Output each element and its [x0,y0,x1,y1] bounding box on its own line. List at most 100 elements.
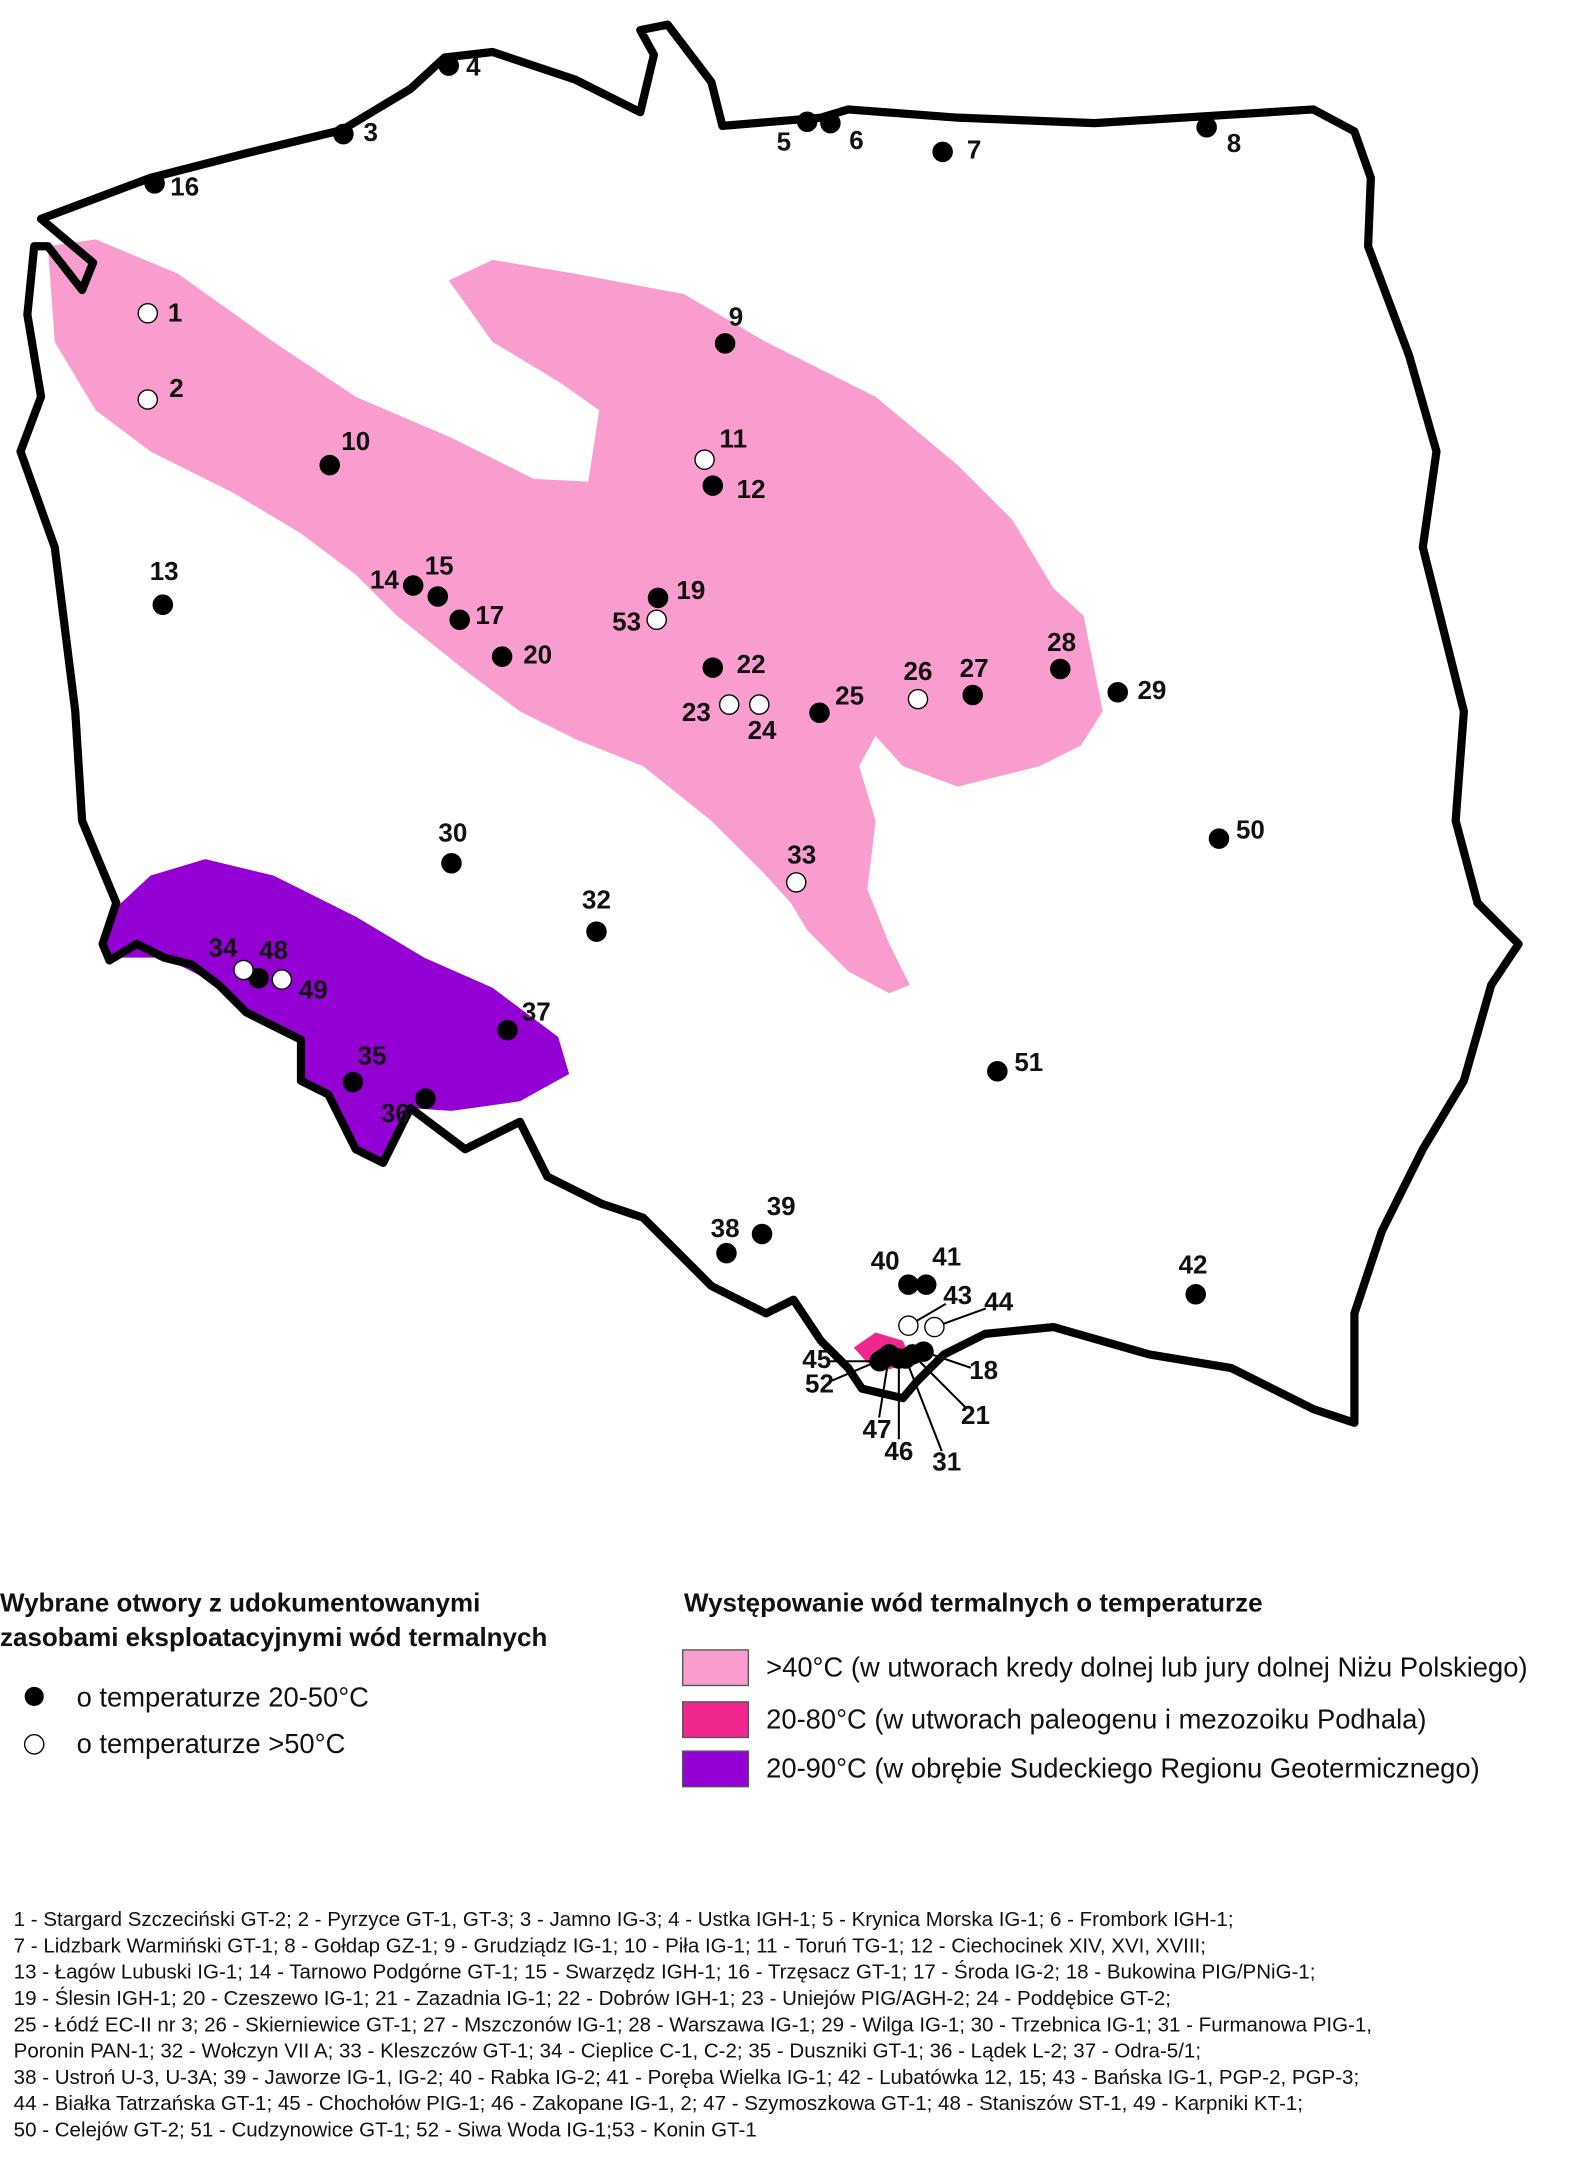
legend-title: Występowanie wód termalnych o temperatur… [684,1588,1263,1618]
well-marker [809,702,830,724]
well-label: 26 [904,656,933,686]
legend-swatch [682,1701,750,1739]
well-label: 50 [1236,815,1265,845]
well-label: 2 [169,373,183,403]
well-marker [873,1348,895,1369]
well-marker [441,853,462,874]
well-marker [1185,1283,1206,1305]
well-marker [820,112,841,134]
legend-label: 20-90°C (w obrębie Sudeckiego Regionu Ge… [766,1753,1480,1784]
well-label: 38 [711,1213,740,1243]
footnote-line: 50 - Celejów GT-2; 51 - Cudzynowice GT-1… [14,2118,757,2141]
well-label: 14 [370,564,399,594]
well-label: 41 [932,1241,961,1271]
well-label: 48 [259,935,288,965]
well-marker [716,1242,737,1264]
well-label: 37 [522,997,551,1027]
well-marker [751,1223,773,1245]
well-marker [449,609,470,631]
well-marker [702,657,724,678]
well-marker [962,684,983,706]
footnote-line: 25 - Łódź EC-II nr 3; 26 - Skierniewice … [14,2013,1372,2036]
well-label: 9 [729,302,743,332]
well-label: 10 [341,426,370,456]
well-label: 21 [961,1400,990,1430]
well-marker [1208,828,1230,849]
well-label: 12 [737,474,766,504]
well-label: 33 [787,839,816,869]
footnote-line: 19 - Ślesin IGH-1; 20 - Czeszewo IG-1; 2… [14,1986,1171,2010]
well-label: 36 [381,1098,410,1128]
well-marker [714,333,736,354]
well-marker [1196,116,1217,138]
well-label: 16 [170,172,199,202]
well-marker [749,694,770,715]
country-border [16,20,1523,1427]
zone-region [47,239,1103,994]
well-marker [342,1071,364,1093]
legend-label: o temperaturze >50°C [77,1728,346,1759]
footnote-line: Poronin PAN-1; 32 - Wołczyn VII A; 33 - … [14,2040,1201,2063]
well-label: 27 [960,653,989,683]
well-marker [718,694,740,715]
well-label: 49 [299,975,328,1005]
footnote-line: 7 - Lidzbark Warmiński GT-1; 8 - Gołdap … [14,1934,1206,1957]
well-marker [785,872,807,893]
well-marker [932,141,953,163]
well-marker [427,586,449,607]
well-label: 15 [425,551,454,581]
well-label: 19 [676,575,705,605]
well-label: 43 [943,1280,972,1310]
well-marker [924,1316,945,1338]
well-label: 29 [1137,675,1166,705]
well-label: 31 [932,1447,961,1477]
well-label: 6 [849,125,863,155]
legend-label: 20-80°C (w utworach paleogenu i mezozoik… [766,1703,1426,1734]
well-label: 34 [209,932,238,962]
well-label: 7 [967,135,981,165]
legend-label: >40°C (w utworach kredy dolnej lub jury … [766,1651,1527,1682]
well-marker [402,575,424,596]
well-marker [915,1274,937,1295]
zone-region [102,859,570,1163]
well-marker [137,389,159,410]
zone-legend: >40°C (w utworach kredy dolnej lub jury … [682,1649,1528,1788]
well-marker [152,594,174,615]
well-label: 11 [720,423,747,453]
well-marker [438,55,460,76]
legend-label: o temperaturze 20-50°C [77,1681,369,1712]
well-marker [646,609,667,631]
well-marker [1107,681,1128,703]
well-marker [907,688,929,710]
well-marker [137,303,159,324]
well-label: 3 [364,117,378,147]
well-marker [647,587,669,609]
well-label: 42 [1179,1250,1208,1280]
footnote: 1 - Stargard Szczeciński GT-2; 2 - Pyrzy… [14,1908,1372,2141]
well-label: 44 [984,1287,1013,1317]
footnote-line: 1 - Stargard Szczeciński GT-2; 2 - Pyrzy… [14,1908,1234,1931]
well-label: 39 [767,1191,796,1221]
well-label: 4 [466,51,481,81]
well-marker [702,475,724,496]
well-label: 22 [737,649,766,679]
well-marker [233,959,254,981]
well-label: 17 [475,600,504,630]
well-marker [491,646,513,667]
well-marker [586,921,607,942]
well-marker [497,1019,518,1041]
well-label: 18 [969,1355,998,1385]
well-marker [319,454,340,476]
well-marker [271,969,293,990]
legend-swatch [682,1750,750,1788]
legend-symbol [23,1734,45,1755]
well-label: 1 [168,298,182,328]
well-label: 23 [682,697,711,727]
footnote-line: 38 - Ustroń U-3, U-3A; 39 - Jaworze IG-1… [14,2066,1359,2089]
well-marker [415,1088,436,1109]
well-label: 24 [748,715,777,745]
well-label: 46 [884,1436,913,1466]
well-label: 47 [863,1414,892,1444]
